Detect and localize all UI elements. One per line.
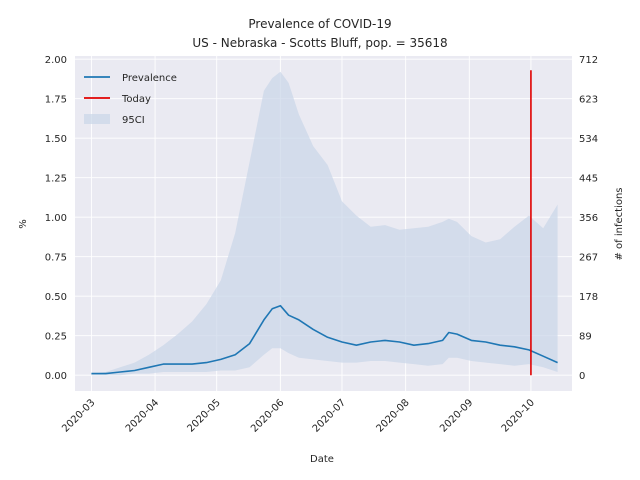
y-right-tick-label: 267 — [579, 253, 598, 264]
legend: Prevalence Today 95CI — [84, 73, 177, 126]
y-right-tick-label: 0 — [579, 371, 585, 382]
chart-title: Prevalence of COVID-19 — [248, 17, 391, 31]
y-right-tick-label: 89 — [579, 332, 592, 343]
y-tick-label: 2.00 — [45, 55, 67, 66]
legend-ci-label: 95CI — [122, 115, 145, 126]
legend-prevalence-label: Prevalence — [122, 73, 177, 84]
y-right-tick-label: 445 — [579, 174, 598, 185]
y-tick-label: 1.50 — [45, 134, 67, 145]
prevalence-line-layer — [91, 304, 558, 375]
y-axis-right: 0 89 178 267 356 445 534 623 712 — [579, 55, 598, 382]
y-right-tick-label: 356 — [579, 213, 598, 224]
y-axis-right-label: # of infections — [614, 187, 625, 260]
y-tick-label: 0.00 — [45, 371, 67, 382]
y-tick-label: 1.00 — [45, 213, 67, 224]
y-right-tick-label: 534 — [579, 134, 598, 145]
x-axis-label: Date — [310, 454, 334, 465]
ci-band — [91, 71, 558, 376]
y-right-tick-label: 623 — [579, 95, 598, 106]
ci-band-layer — [91, 71, 558, 376]
y-tick-label: 0.50 — [45, 292, 67, 303]
chart-subtitle: US - Nebraska - Scotts Bluff, pop. = 356… — [192, 36, 447, 50]
y-axis-label: % — [18, 219, 29, 229]
legend-ci-swatch — [84, 114, 110, 124]
y-tick-label: 1.75 — [45, 95, 67, 106]
y-tick-label: 1.25 — [45, 174, 67, 185]
y-tick-label: 0.25 — [45, 332, 67, 343]
y-tick-label: 0.75 — [45, 253, 67, 264]
prevalence-line — [91, 304, 558, 375]
y-right-tick-label: 178 — [579, 292, 598, 303]
y-right-tick-label: 712 — [579, 55, 598, 66]
y-axis-left: 0.00 0.25 0.50 0.75 1.00 1.25 1.50 1.75 2.00 — [45, 55, 67, 382]
legend-today-label: Today — [121, 94, 151, 105]
